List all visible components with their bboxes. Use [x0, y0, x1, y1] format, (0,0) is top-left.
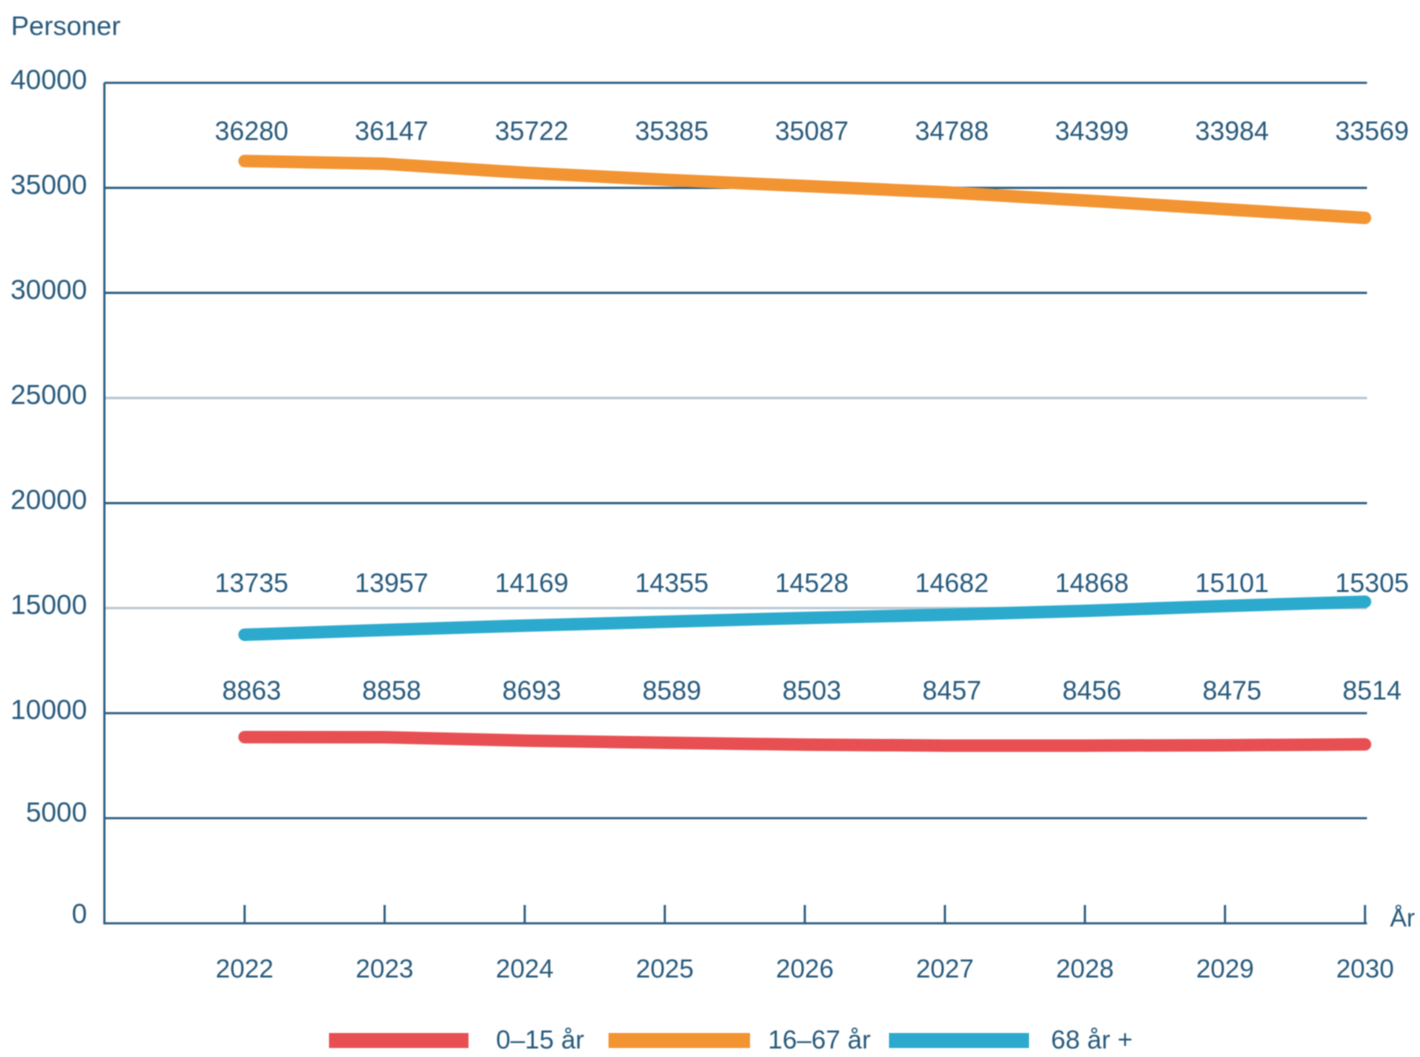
svg-text:34788: 34788 [915, 116, 989, 146]
svg-text:15305: 15305 [1335, 568, 1409, 598]
svg-text:5000: 5000 [26, 797, 87, 828]
svg-text:14682: 14682 [915, 568, 989, 598]
svg-text:8456: 8456 [1062, 676, 1121, 706]
svg-text:Personer: Personer [11, 11, 121, 41]
svg-text:35087: 35087 [775, 116, 849, 146]
svg-text:2026: 2026 [776, 954, 834, 984]
svg-text:8475: 8475 [1203, 676, 1262, 706]
svg-text:13735: 13735 [215, 568, 289, 598]
svg-text:33984: 33984 [1195, 116, 1269, 146]
svg-text:2025: 2025 [636, 954, 694, 984]
svg-text:0–15 år: 0–15 år [496, 1025, 585, 1055]
svg-text:14169: 14169 [495, 568, 569, 598]
svg-text:2027: 2027 [916, 954, 974, 984]
svg-text:0: 0 [72, 898, 87, 929]
svg-text:33569: 33569 [1335, 116, 1409, 146]
svg-text:8514: 8514 [1343, 676, 1402, 706]
svg-text:14868: 14868 [1055, 568, 1129, 598]
svg-text:14528: 14528 [775, 568, 849, 598]
svg-text:13957: 13957 [355, 568, 429, 598]
svg-text:8693: 8693 [502, 676, 561, 706]
svg-text:2022: 2022 [216, 954, 274, 984]
svg-text:68 år +: 68 år + [1051, 1025, 1133, 1055]
svg-text:15000: 15000 [11, 589, 87, 620]
svg-text:2029: 2029 [1196, 954, 1254, 984]
svg-text:36147: 36147 [355, 116, 429, 146]
svg-text:2030: 2030 [1336, 954, 1394, 984]
svg-text:25000: 25000 [11, 379, 87, 410]
svg-text:34399: 34399 [1055, 116, 1129, 146]
svg-text:2023: 2023 [356, 954, 414, 984]
svg-text:8863: 8863 [222, 676, 281, 706]
svg-text:14355: 14355 [635, 568, 709, 598]
svg-text:30000: 30000 [11, 274, 87, 305]
svg-text:35000: 35000 [11, 169, 87, 200]
svg-text:8457: 8457 [922, 676, 981, 706]
svg-text:40000: 40000 [11, 64, 87, 95]
svg-text:8503: 8503 [782, 676, 841, 706]
svg-text:16–67 år: 16–67 år [768, 1025, 871, 1055]
svg-text:10000: 10000 [11, 694, 87, 725]
svg-text:2024: 2024 [496, 954, 554, 984]
svg-text:År: År [1390, 903, 1415, 933]
svg-text:36280: 36280 [215, 116, 289, 146]
svg-text:15101: 15101 [1195, 568, 1269, 598]
svg-text:35722: 35722 [495, 116, 569, 146]
svg-text:2028: 2028 [1056, 954, 1114, 984]
svg-text:20000: 20000 [11, 484, 87, 515]
svg-text:8589: 8589 [642, 676, 701, 706]
svg-text:8858: 8858 [362, 676, 421, 706]
svg-text:35385: 35385 [635, 116, 709, 146]
